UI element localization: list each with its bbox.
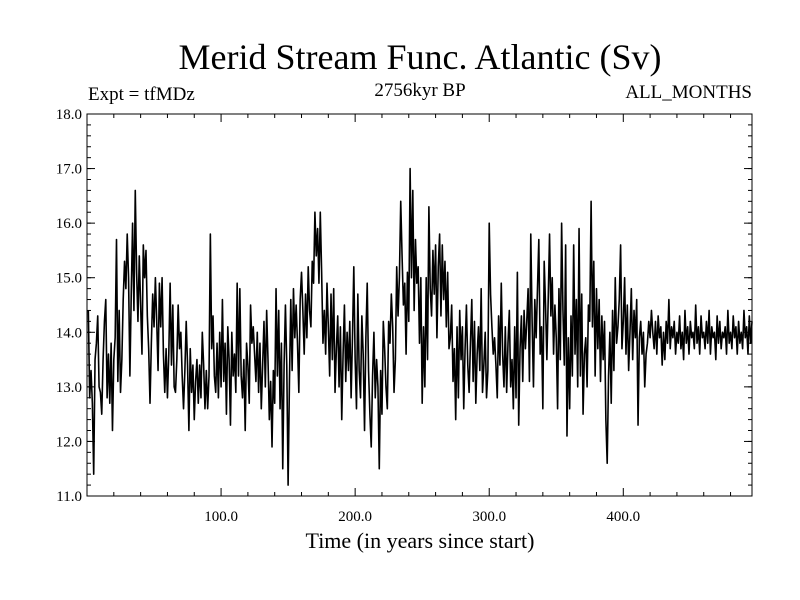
y-tick-label: 14.0 — [56, 325, 82, 341]
season-label: ALL_MONTHS — [625, 82, 752, 103]
y-tick-label: 12.0 — [56, 434, 82, 450]
x-tick-label: 100.0 — [204, 509, 238, 525]
y-tick-label: 15.0 — [56, 271, 82, 287]
y-tick-label: 13.0 — [56, 380, 82, 396]
plot-frame — [86, 113, 753, 497]
y-tick-label: 16.0 — [56, 216, 82, 232]
x-tick-label: 200.0 — [338, 509, 372, 525]
x-tick-label: 400.0 — [606, 509, 640, 525]
series-line — [87, 167, 753, 486]
x-axis-label: Time (in years since start) — [305, 528, 535, 553]
experiment-label: Expt = tfMDz — [88, 84, 195, 105]
chart-title: Merid Stream Func. Atlantic (Sv) — [178, 37, 662, 77]
y-tick-label: 18.0 — [56, 107, 82, 123]
chart-subtitle: 2756kyr BP — [374, 80, 466, 101]
x-tick-label: 300.0 — [472, 509, 506, 525]
y-tick-label: 11.0 — [56, 489, 82, 505]
y-tick-label: 17.0 — [56, 162, 82, 178]
